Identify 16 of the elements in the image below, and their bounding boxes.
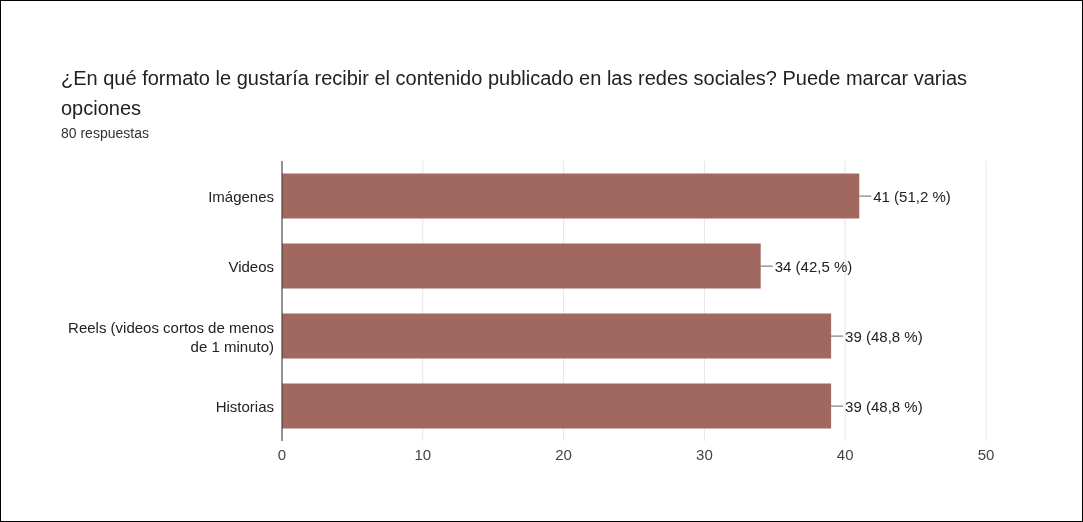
- x-tick-label: 30: [696, 445, 713, 463]
- data-label: 34 (42,5 %): [774, 257, 853, 275]
- y-tick-label: Imágenes: [208, 187, 274, 205]
- y-tick-label: Historias: [215, 397, 274, 415]
- x-tick-label: 20: [555, 445, 572, 463]
- x-tick-label: 50: [977, 445, 995, 463]
- y-tick-label: Reels (videos cortos de menos de 1 minuto): [68, 318, 274, 354]
- x-tick-label: 40: [836, 445, 854, 463]
- text: 80 respuestas: [61, 124, 150, 143]
- y-tick-label: Videos: [228, 257, 274, 275]
- x-tick-label: 0: [277, 445, 287, 463]
- data-label: 41 (51,2 %): [873, 187, 951, 205]
- data-label: 39 (48,8 %): [845, 397, 923, 415]
- chart-title: ¿En qué formato le gustaría recibir el contenido publicado en las redes sociales? Puede marcar varias opciones: [61, 66, 969, 121]
- data-label: 39 (48,8 %): [845, 327, 923, 345]
- x-tick-label: 10: [414, 445, 432, 463]
